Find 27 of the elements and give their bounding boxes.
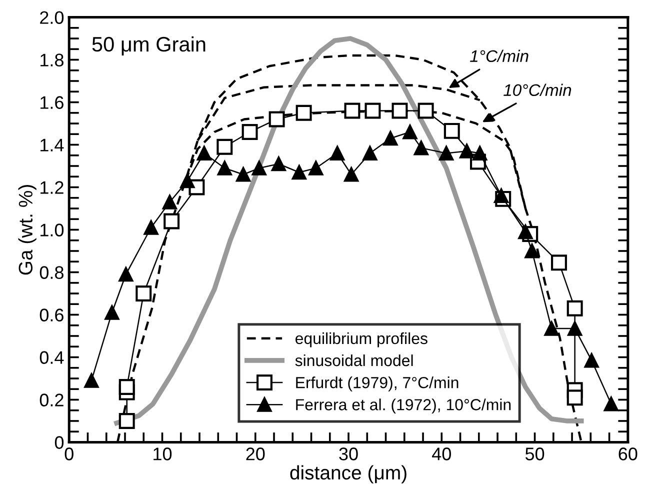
x-tick-label: 60 <box>618 448 638 460</box>
y-tick-label: 0.4 <box>40 351 64 364</box>
legend-label: equilibrium profiles <box>296 332 428 348</box>
y-tick-label: 1.0 <box>40 224 64 236</box>
legend-label: Erfurdt (1979), 7°C/min <box>296 376 458 392</box>
y-tick-label: 1.8 <box>40 54 64 66</box>
y-tick-label: 0 <box>54 436 64 449</box>
x-tick-label: 40 <box>432 448 451 460</box>
y-tick-label: 0.6 <box>40 308 64 322</box>
legend-label: sinusoidal model <box>295 354 413 366</box>
y-tick-label: 0.2 <box>40 394 64 406</box>
y-tick-label: 1.2 <box>40 181 64 194</box>
x-tick-label: 30 <box>339 448 358 460</box>
annotation: 50 μm Grain <box>92 36 206 56</box>
y-axis-title: Ga (wt. %) <box>18 185 36 275</box>
y-tick-label: 2.0 <box>40 11 64 24</box>
legend-label: Ferrera et al. (1972), 10°C/min <box>296 398 511 414</box>
y-tick-label: 1.4 <box>40 138 64 152</box>
y-tick-label: 1.6 <box>40 96 64 109</box>
annotation: 10°C/min <box>504 84 572 96</box>
y-tick-label: 0.8 <box>40 266 64 279</box>
x-tick-label: 50 <box>525 448 544 460</box>
x-tick-label: 0 <box>64 448 74 460</box>
x-axis-title: distance (μm) <box>290 465 406 484</box>
annotation: 1°C/min <box>470 50 528 62</box>
x-tick-label: 20 <box>246 448 265 460</box>
x-tick-label: 10 <box>154 448 172 460</box>
